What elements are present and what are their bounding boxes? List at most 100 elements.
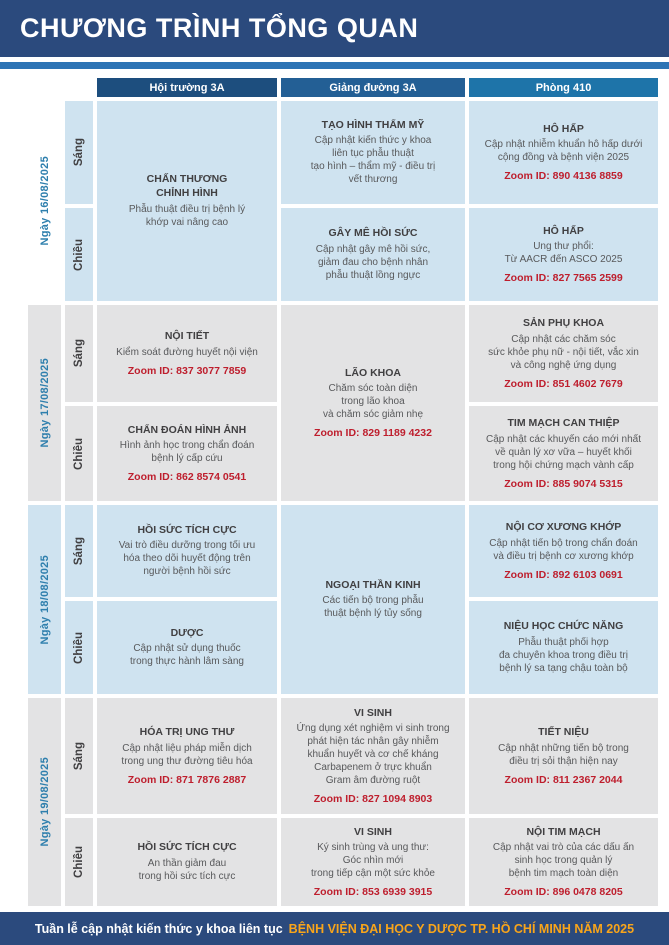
accent-divider bbox=[0, 62, 669, 69]
zoom-id: Zoom ID: 862 8574 0541 bbox=[127, 471, 247, 484]
topic-title: CHẤN THƯƠNG CHỈNH HÌNH bbox=[146, 173, 228, 199]
topic-title: TẠO HÌNH THẨM MỸ bbox=[321, 118, 425, 131]
topic-desc: An thần giảm đau trong hồi sức tích cực bbox=[138, 857, 236, 882]
zoom-id: Zoom ID: 892 6103 0691 bbox=[504, 568, 623, 581]
topic-title: HÔ HẤP bbox=[543, 224, 584, 237]
topic-cell-tao-hinh-tham-my: TẠO HÌNH THẨM MỸ Cập nhật kiến thức y kh… bbox=[281, 101, 465, 204]
topic-desc: Cập nhật các chăm sóc sức khỏe phụ nữ - … bbox=[488, 333, 639, 371]
topic-desc: Cập nhật kiến thức y khoa liên tục phẫu … bbox=[310, 135, 436, 186]
session-cell-sang: Sáng bbox=[65, 698, 93, 814]
topic-title: LÃO KHOA bbox=[345, 366, 401, 379]
topic-title: TIẾT NIỆU bbox=[538, 726, 589, 739]
topic-desc: Kiểm soát đường huyết nội viện bbox=[116, 346, 258, 358]
session-label: Sáng bbox=[73, 138, 85, 167]
topic-title: HỒI SỨC TÍCH CỰC bbox=[137, 523, 237, 536]
topic-desc: Các tiến bộ trong phẫu thuật bệnh lý tủy… bbox=[322, 595, 424, 620]
topic-title: TIM MẠCH CAN THIỆP bbox=[507, 417, 620, 430]
topic-title: SẢN PHỤ KHOA bbox=[522, 317, 605, 330]
zoom-id: Zoom ID: 811 2367 2044 bbox=[504, 773, 623, 786]
topic-title: HÓA TRỊ UNG THƯ bbox=[139, 726, 235, 739]
date-cell-16-08-2025: Ngày 16/08/2025 bbox=[28, 101, 61, 301]
topic-title: VI SINH bbox=[354, 825, 392, 838]
topic-cell-noi-tim-mach: NỘI TIM MẠCH Cập nhật vai trò của các dấ… bbox=[469, 818, 658, 906]
date-cell-17-08-2025: Ngày 17/08/2025 bbox=[28, 305, 61, 501]
zoom-id: Zoom ID: 827 7565 2599 bbox=[504, 272, 623, 285]
topic-title: NIỆU HỌC CHỨC NĂNG bbox=[503, 620, 624, 633]
topic-desc: Ứng dụng xét nghiệm vi sinh trong phát h… bbox=[296, 723, 450, 787]
session-label: Chiều bbox=[73, 846, 85, 878]
session-cell-chieu: Chiều bbox=[65, 406, 93, 501]
topic-cell-nieu-hoc-chuc-nang: NIỆU HỌC CHỨC NĂNG Phẫu thuật phối hợp đ… bbox=[469, 601, 658, 694]
topic-cell-ngoai-than-kinh: NGOẠI THẦN KINH Các tiến bộ trong phẫu t… bbox=[281, 505, 465, 694]
session-label: Chiều bbox=[73, 437, 85, 470]
session-label: Sáng bbox=[73, 741, 85, 771]
date-label: Ngày 19/08/2025 bbox=[38, 757, 51, 847]
footer-hospital-name: BỆNH VIỆN ĐẠI HỌC Y DƯỢC TP. HỒ CHÍ MINH… bbox=[288, 921, 635, 936]
topic-title: CHẨN ĐOÁN HÌNH ẢNH bbox=[127, 423, 247, 436]
zoom-id: Zoom ID: 871 7876 2887 bbox=[127, 773, 247, 786]
zoom-id: Zoom ID: 829 1189 4232 bbox=[314, 427, 432, 440]
topic-desc: Ung thư phổi: Từ AACR đến ASCO 2025 bbox=[504, 241, 623, 266]
topic-desc: Cập nhật liệu pháp miễn dịch trong ung t… bbox=[121, 742, 253, 767]
date-label: Ngày 17/08/2025 bbox=[38, 358, 51, 448]
topic-cell-chan-doan-hinh-anh: CHẨN ĐOÁN HÌNH ẢNH Hình ảnh học trong ch… bbox=[97, 406, 277, 501]
topic-desc: Ký sinh trùng và ung thư: Góc nhìn mới t… bbox=[311, 842, 435, 880]
footer-text: Tuần lễ cập nhật kiến thức y khoa liên t… bbox=[34, 921, 283, 936]
topic-cell-hoi-suc-tich-cuc: HỒI SỨC TÍCH CỰC Vai trò điều dưỡng tron… bbox=[97, 505, 277, 597]
topic-cell-noi-tiet: NỘI TIẾT Kiểm soát đường huyết nội viện … bbox=[97, 305, 277, 402]
topic-desc: Phẫu thuật điều trị bệnh lý khớp vai nân… bbox=[128, 203, 246, 228]
topic-desc: Cập nhật gây mê hồi sức, giảm đau cho bệ… bbox=[315, 243, 431, 281]
topic-desc: Cập nhật những tiến bộ trong điều trị sỏ… bbox=[498, 742, 629, 767]
topic-cell-vi-sinh-chieu: VI SINH Ký sinh trùng và ung thư: Góc nh… bbox=[281, 818, 465, 906]
topic-desc: Cập nhật tiến bộ trong chẩn đoán và điều… bbox=[489, 537, 638, 562]
topic-title: HỒI SỨC TÍCH CỰC bbox=[137, 841, 237, 854]
topic-cell-tim-mach-can-thiep: TIM MẠCH CAN THIỆP Cập nhật các khuyến c… bbox=[469, 406, 658, 501]
date-label: Ngày 16/08/2025 bbox=[38, 156, 51, 246]
topic-cell-duoc: DƯỢC Cập nhật sử dụng thuốc trong thực h… bbox=[97, 601, 277, 694]
column-header-phong-410: Phòng 410 bbox=[469, 78, 658, 97]
session-cell-sang: Sáng bbox=[65, 505, 93, 597]
topic-desc: Vai trò điều dưỡng trong tối ưu hóa theo… bbox=[118, 540, 256, 578]
zoom-id: Zoom ID: 885 9074 5315 bbox=[504, 477, 623, 490]
zoom-id: Zoom ID: 851 4602 7679 bbox=[504, 377, 623, 390]
session-label: Chiều bbox=[73, 238, 85, 271]
column-header-hoi-truong-3a: Hội trường 3A bbox=[97, 78, 277, 97]
topic-title: VI SINH bbox=[354, 706, 392, 719]
topic-cell-noi-co-xuong-khop: NỘI CƠ XƯƠNG KHỚP Cập nhật tiến bộ trong… bbox=[469, 505, 658, 597]
footer-bar: Tuần lễ cập nhật kiến thức y khoa liên t… bbox=[0, 912, 669, 945]
topic-title: GÂY MÊ HỒI SỨC bbox=[328, 227, 418, 240]
session-label: Sáng bbox=[73, 536, 85, 566]
page-title: CHƯƠNG TRÌNH TỔNG QUAN bbox=[20, 13, 419, 43]
session-cell-chieu: Chiều bbox=[65, 818, 93, 906]
date-cell-19-08-2025: Ngày 19/08/2025 bbox=[28, 698, 61, 906]
session-label: Sáng bbox=[73, 339, 85, 368]
column-header-giang-duong-3a: Giảng đường 3A bbox=[281, 78, 465, 97]
date-label: Ngày 18/08/2025 bbox=[38, 554, 51, 645]
date-cell-18-08-2025: Ngày 18/08/2025 bbox=[28, 505, 61, 694]
topic-title: NỘI TIẾT bbox=[164, 330, 210, 343]
title-bar: CHƯƠNG TRÌNH TỔNG QUAN bbox=[0, 0, 669, 57]
topic-cell-lao-khoa: LÃO KHOA Chăm sóc toàn diện trong lão kh… bbox=[281, 305, 465, 501]
topic-desc: Cập nhật vai trò của các dấu ấn sinh học… bbox=[492, 842, 635, 880]
session-cell-chieu: Chiều bbox=[65, 208, 93, 301]
topic-cell-gay-me-hoi-suc: GÂY MÊ HỒI SỨC Cập nhật gây mê hồi sức, … bbox=[281, 208, 465, 301]
session-label: Chiều bbox=[73, 631, 85, 664]
topic-cell-hoa-tri-ung-thu: HÓA TRỊ UNG THƯ Cập nhật liệu pháp miễn … bbox=[97, 698, 277, 814]
topic-cell-vi-sinh-sang: VI SINH Ứng dụng xét nghiệm vi sinh tron… bbox=[281, 698, 465, 814]
topic-title: NỘI TIM MẠCH bbox=[526, 825, 601, 838]
zoom-id: Zoom ID: 890 4136 8859 bbox=[504, 170, 623, 183]
topic-cell-ho-hap-sang: HÔ HẤP Cập nhật nhiễm khuẩn hô hấp dưới … bbox=[469, 101, 658, 204]
topic-desc: Cập nhật sử dụng thuốc trong thực hành l… bbox=[130, 643, 244, 668]
topic-desc: Hình ảnh học trong chẩn đoán bệnh lý cấp… bbox=[119, 440, 255, 465]
zoom-id: Zoom ID: 827 1094 8903 bbox=[313, 793, 433, 806]
zoom-id: Zoom ID: 837 3077 7859 bbox=[127, 364, 247, 377]
session-cell-sang: Sáng bbox=[65, 305, 93, 402]
topic-desc: Cập nhật các khuyến cáo mới nhất về quản… bbox=[486, 433, 641, 471]
topic-title: DƯỢC bbox=[170, 626, 204, 639]
topic-title: NGOẠI THẦN KINH bbox=[325, 578, 421, 591]
zoom-id: Zoom ID: 896 0478 8205 bbox=[504, 886, 623, 899]
session-cell-sang: Sáng bbox=[65, 101, 93, 204]
topic-cell-san-phu-khoa: SẢN PHỤ KHOA Cập nhật các chăm sóc sức k… bbox=[469, 305, 658, 402]
topic-cell-tiet-nieu: TIẾT NIỆU Cập nhật những tiến bộ trong đ… bbox=[469, 698, 658, 814]
session-cell-chieu: Chiều bbox=[65, 601, 93, 694]
